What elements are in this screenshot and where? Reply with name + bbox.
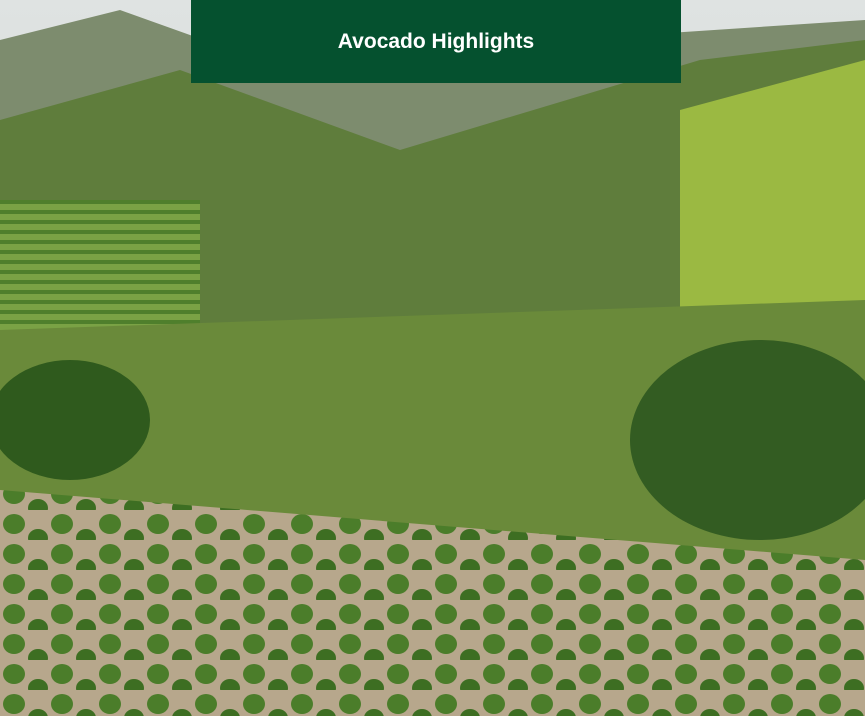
table-header: Avocado Highlights — [191, 0, 681, 83]
slide: 4% of 2021 agricultural revenue2.2% U.S.… — [0, 0, 865, 716]
highlights-table: Avocado Highlights — [191, 0, 681, 83]
background-photo: 4% of 2021 agricultural revenue2.2% U.S.… — [0, 0, 865, 716]
